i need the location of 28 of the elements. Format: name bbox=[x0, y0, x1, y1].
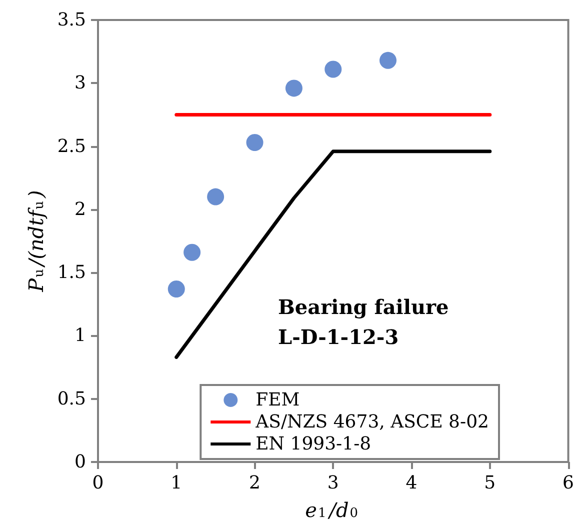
x-tick-label: 1 bbox=[170, 472, 182, 494]
x-tick-label: 6 bbox=[562, 472, 574, 494]
annotation: L-D-1-12-3 bbox=[278, 325, 399, 349]
x-tick-label: 3 bbox=[327, 472, 339, 494]
y-tick-label: 1 bbox=[74, 325, 86, 346]
y-tick-label: 1.5 bbox=[57, 262, 86, 284]
y-tick-label: 3.5 bbox=[57, 10, 86, 30]
legend-label: FEM bbox=[256, 390, 300, 410]
y-tick-label: 0.5 bbox=[57, 388, 86, 410]
y-tick-label: 3 bbox=[74, 72, 86, 94]
point bbox=[184, 244, 201, 261]
point bbox=[246, 134, 264, 151]
x-tick-label: 0 bbox=[92, 472, 104, 494]
x-tick-label: 4 bbox=[406, 472, 418, 494]
x-tick-label: 5 bbox=[484, 472, 496, 494]
legend-label: EN 1993-1-8 bbox=[256, 434, 372, 454]
point bbox=[285, 80, 302, 97]
point bbox=[168, 280, 185, 298]
point bbox=[380, 52, 396, 69]
y-tick-label: 2.5 bbox=[57, 136, 86, 157]
legend-label: AS/NZS 4673, ASCE 8-02 bbox=[254, 412, 489, 432]
y-tick-label: 0 bbox=[74, 452, 86, 472]
annotation: Bearing failure bbox=[278, 295, 449, 319]
x-tick-label: 2 bbox=[249, 472, 260, 494]
point bbox=[324, 60, 342, 78]
y-axis-title: Pu/(ndtfu) bbox=[24, 190, 48, 293]
point bbox=[207, 188, 224, 206]
y-tick-label: 2 bbox=[74, 198, 86, 220]
